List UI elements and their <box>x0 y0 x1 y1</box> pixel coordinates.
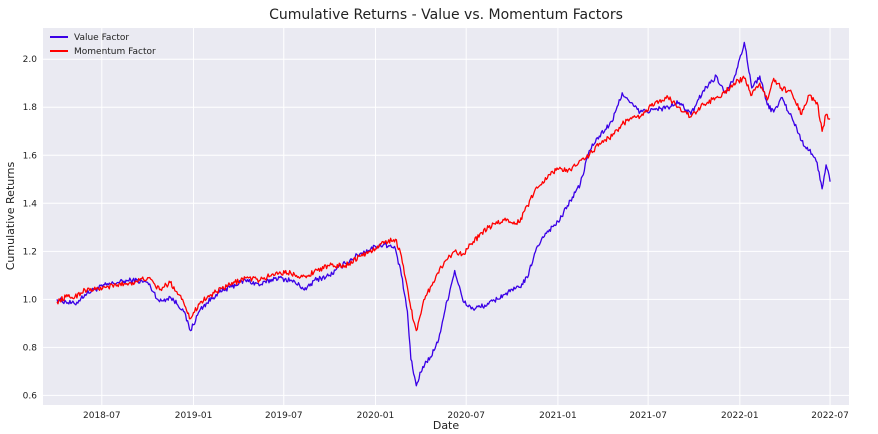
y-tick-label: 0.6 <box>23 391 38 401</box>
y-tick-label: 1.8 <box>23 103 38 113</box>
x-tick-label: 2021-01 <box>539 411 577 421</box>
y-tick-label: 2.0 <box>23 55 38 65</box>
y-tick-label: 1.2 <box>23 247 37 257</box>
legend-label-momentum-factor: Momentum Factor <box>74 47 156 57</box>
x-tick-label: 2022-07 <box>811 411 849 421</box>
plot-area <box>43 28 849 405</box>
x-tick-label: 2019-07 <box>265 411 303 421</box>
x-tick-label: 2020-07 <box>447 411 485 421</box>
series-line-value-factor <box>56 41 831 387</box>
y-axis-ticks: 0.6 0.8 1.0 1.2 1.4 1.6 1.8 2.0 <box>23 55 38 401</box>
x-axis-label: Date <box>433 419 460 432</box>
chart-title: Cumulative Returns - Value vs. Momentum … <box>269 7 623 23</box>
y-tick-label: 1.4 <box>23 199 38 209</box>
x-tick-label: 2022-01 <box>721 411 759 421</box>
x-tick-label: 2018-07 <box>83 411 121 421</box>
series-layer <box>56 41 831 387</box>
x-tick-label: 2021-07 <box>629 411 667 421</box>
legend-label-value-factor: Value Factor <box>74 33 129 43</box>
series-line-momentum-factor <box>56 75 831 332</box>
y-tick-label: 1.0 <box>23 295 38 305</box>
x-axis-ticks: 2018-07 2019-01 2019-07 2020-01 2020-07 2021-… <box>83 411 849 421</box>
y-axis-label: Cumulative Returns <box>4 161 17 270</box>
y-tick-label: 0.8 <box>23 343 38 353</box>
y-tick-label: 1.6 <box>23 151 38 161</box>
grid-lines <box>43 28 849 405</box>
x-tick-label: 2019-01 <box>175 411 213 421</box>
x-tick-label: 2020-01 <box>357 411 395 421</box>
legend: Value Factor Momentum Factor <box>50 33 156 57</box>
